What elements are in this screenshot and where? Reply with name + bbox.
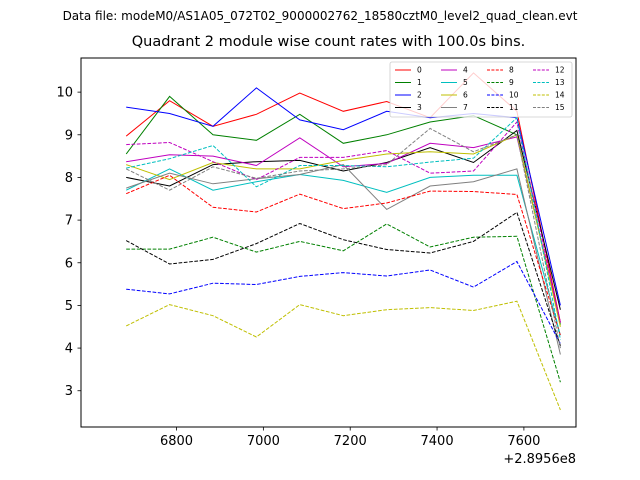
- series-line-13: [126, 116, 561, 340]
- legend-item-8: 8: [487, 66, 514, 75]
- x-tick-label: 7000: [247, 434, 280, 449]
- legend-item-11: 11: [487, 103, 519, 112]
- legend-label: 11: [509, 103, 519, 112]
- legend-label: 14: [555, 91, 565, 100]
- legend-label: 5: [463, 78, 468, 87]
- axes-frame: [80, 57, 577, 428]
- series-line-3: [126, 129, 561, 310]
- series-line-10: [126, 260, 561, 345]
- legend-box: [389, 61, 573, 118]
- series-line-6: [126, 134, 561, 327]
- legend-item-12: 12: [533, 66, 565, 75]
- y-tick-label: 5: [65, 299, 73, 314]
- legend-label: 7: [463, 103, 468, 112]
- legend-item-13: 13: [533, 78, 565, 87]
- series-line-12: [126, 120, 561, 323]
- y-tick-label: 10: [56, 86, 73, 101]
- legend-item-9: 9: [487, 78, 514, 87]
- legend-label: 12: [555, 66, 565, 75]
- legend-item-15: 15: [533, 103, 565, 112]
- x-axis: 6800 7000 7200 7400 7600: [160, 427, 540, 449]
- y-tick-label: 7: [65, 214, 73, 229]
- y-tick-label: 6: [65, 256, 73, 271]
- legend-label: 0: [417, 66, 422, 75]
- legend-label: 1: [417, 78, 422, 87]
- legend-item-4: 4: [441, 66, 468, 75]
- legend-item-7: 7: [441, 103, 468, 112]
- legend-label: 10: [509, 91, 519, 100]
- legend-item-6: 6: [441, 91, 468, 100]
- legend-label: 13: [555, 78, 565, 87]
- series-lines: [125, 72, 561, 411]
- legend-item-2: 2: [395, 91, 422, 100]
- x-tick-label: 7200: [334, 434, 367, 449]
- legend-label: 6: [463, 91, 468, 100]
- x-offset-label: +2.8956e8: [503, 452, 576, 467]
- y-axis: 3 4 5 6 7 8 9 10: [56, 86, 81, 399]
- series-line-15: [125, 127, 561, 349]
- series-line-11: [125, 211, 561, 347]
- series-line-5: [125, 168, 561, 336]
- legend-label: 15: [555, 103, 565, 112]
- x-tick-label: 7400: [421, 434, 454, 449]
- legend-item-10: 10: [487, 91, 519, 100]
- y-tick-label: 8: [65, 171, 73, 186]
- legend-label: 4: [463, 66, 468, 75]
- series-line-14: [125, 300, 561, 411]
- legend-label: 3: [417, 103, 422, 112]
- legend-item-3: 3: [395, 103, 422, 112]
- series-line-7: [126, 164, 561, 355]
- legend-label: 9: [509, 78, 514, 87]
- y-tick-label: 9: [65, 128, 73, 143]
- series-line-9: [126, 223, 561, 383]
- y-tick-label: 4: [65, 342, 73, 357]
- legend-label: 8: [509, 66, 514, 75]
- legend-label: 2: [417, 91, 422, 100]
- x-tick-label: 7600: [507, 434, 540, 449]
- legend-item-0: 0: [395, 66, 422, 75]
- series-line-1: [125, 95, 561, 325]
- x-tick-label: 6800: [160, 434, 193, 449]
- legend-item-14: 14: [533, 91, 565, 100]
- legend-item-5: 5: [441, 78, 468, 87]
- chart-title: Quadrant 2 module wise count rates with …: [131, 34, 526, 50]
- series-line-8: [126, 174, 561, 336]
- data-file-label: Data file: modeM0/AS1A05_072T02_90000027…: [62, 9, 578, 23]
- legend-item-1: 1: [395, 78, 422, 87]
- y-tick-label: 3: [65, 384, 73, 399]
